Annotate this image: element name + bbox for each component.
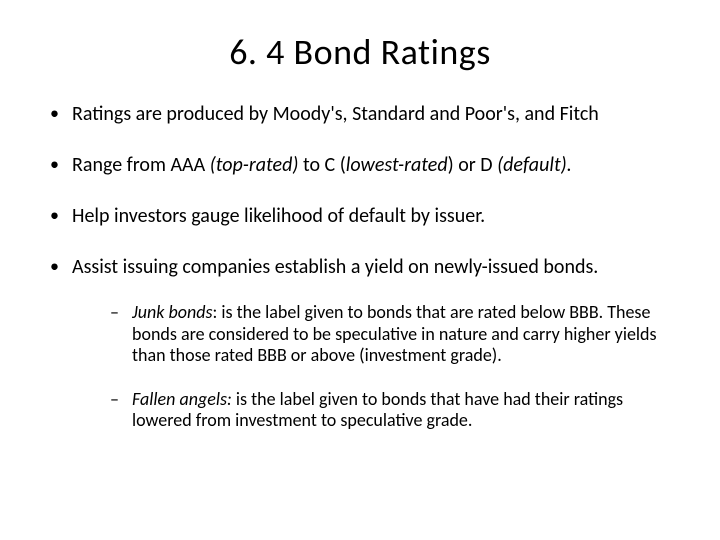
sub-bullet-list: Junk bonds: is the label given to bonds … (72, 302, 680, 432)
bullet-item: Assist issuing companies establish a yie… (50, 255, 680, 432)
sub-bullet-lead: Junk bonds (132, 301, 213, 323)
bullet-text: to C ( (298, 153, 345, 177)
bullet-item: Help investors gauge likelihood of defau… (50, 204, 680, 229)
sub-bullet-item: Fallen angels: is the label given to bon… (110, 389, 680, 432)
bullet-text: Range from AAA (72, 153, 210, 177)
bullet-text: Help investors gauge likelihood of defau… (72, 204, 485, 228)
bullet-text-italic: (default). (497, 153, 572, 177)
bullet-text-italic: lowest-rated (346, 153, 448, 177)
slide-title: 6. 4 Bond Ratings (40, 30, 680, 74)
bullet-text: Ratings are produced by Moody's, Standar… (72, 102, 599, 126)
bullet-item: Ratings are produced by Moody's, Standar… (50, 102, 680, 127)
sub-bullet-lead: Fallen angels: (132, 388, 232, 410)
bullet-list: Ratings are produced by Moody's, Standar… (40, 102, 680, 432)
bullet-text: ) or D (448, 153, 497, 177)
sub-bullet-item: Junk bonds: is the label given to bonds … (110, 302, 680, 367)
bullet-item: Range from AAA (top-rated) to C (lowest-… (50, 153, 680, 178)
bullet-text-italic: (top-rated) (210, 153, 299, 177)
bullet-text: Assist issuing companies establish a yie… (72, 255, 598, 279)
slide: 6. 4 Bond Ratings Ratings are produced b… (0, 0, 720, 540)
